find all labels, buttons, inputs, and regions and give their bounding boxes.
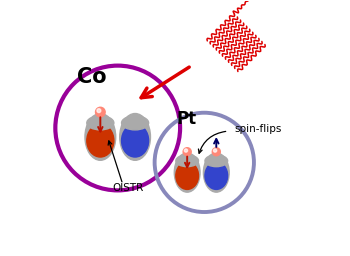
Ellipse shape — [176, 162, 198, 189]
Circle shape — [183, 148, 191, 156]
Circle shape — [212, 148, 220, 156]
Ellipse shape — [120, 113, 150, 160]
Ellipse shape — [176, 155, 198, 167]
Ellipse shape — [205, 155, 228, 167]
Ellipse shape — [121, 116, 149, 130]
Text: Co: Co — [77, 67, 107, 87]
Text: Pt: Pt — [176, 110, 196, 128]
Circle shape — [97, 109, 101, 113]
Ellipse shape — [85, 113, 116, 160]
Circle shape — [184, 149, 188, 152]
Ellipse shape — [205, 162, 228, 189]
Ellipse shape — [203, 153, 229, 192]
Text: spin-flips: spin-flips — [235, 124, 282, 134]
Ellipse shape — [121, 124, 149, 157]
Circle shape — [214, 149, 217, 152]
Ellipse shape — [174, 153, 200, 192]
Ellipse shape — [87, 116, 114, 130]
Circle shape — [96, 107, 105, 117]
Text: OISTR: OISTR — [112, 183, 144, 193]
Ellipse shape — [87, 124, 114, 157]
